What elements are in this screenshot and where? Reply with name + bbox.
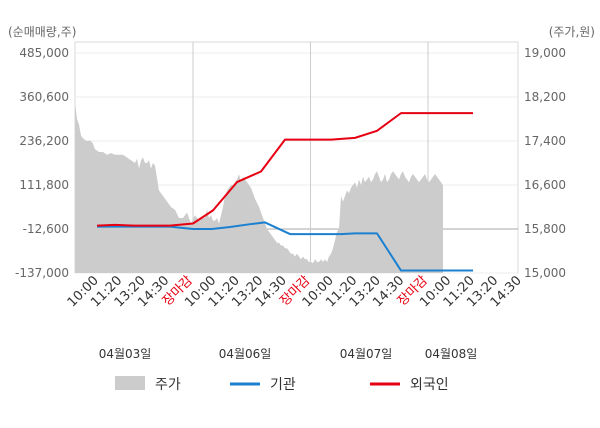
date-label: 04월03일 [99, 347, 152, 361]
date-label: 04월07일 [340, 347, 393, 361]
date-label: 04월06일 [219, 347, 272, 361]
right-tick-label: 15,800 [524, 222, 566, 236]
legend-label: 기관 [270, 377, 296, 393]
right-tick-label: 16,600 [524, 178, 566, 192]
left-tick-label: 236,200 [19, 134, 69, 148]
right-tick-label: 15,000 [524, 266, 566, 280]
left-tick-label: -12,600 [23, 222, 69, 236]
left-tick-label: -137,000 [15, 266, 69, 280]
legend-label: 주가 [155, 377, 181, 393]
left-axis-ticks: 485,000 360,600 236,200 111,800 -12,600 -137,… [15, 46, 69, 280]
left-tick-label: 111,800 [19, 178, 69, 192]
left-tick-label: 485,000 [19, 46, 69, 60]
price-area [75, 102, 443, 273]
left-axis-unit-label: (순매매량,주) [8, 25, 76, 39]
legend-swatch-price [115, 376, 145, 390]
right-tick-label: 18,200 [524, 90, 566, 104]
legend: 주가 기관 외국인 [115, 376, 449, 393]
right-axis-ticks: 19,000 18,200 17,400 16,600 15,800 15,000 [524, 46, 566, 280]
right-axis-unit-label: (주가,원) [549, 25, 595, 39]
date-label: 04월08일 [425, 347, 478, 361]
right-tick-label: 19,000 [524, 46, 566, 60]
x-axis-ticks: 10:0011:2013:2014:30장마감10:0011:2013:2014… [65, 273, 525, 310]
legend-label: 외국인 [410, 377, 449, 393]
date-labels: 04월03일 04월06일 04월07일 04월08일 [99, 347, 478, 361]
left-tick-label: 360,600 [19, 90, 69, 104]
price-area-layer [75, 102, 443, 273]
right-tick-label: 17,400 [524, 134, 566, 148]
institution-line [97, 221, 473, 272]
series-lines-layer [96, 112, 473, 272]
foreigner-line [96, 112, 473, 227]
